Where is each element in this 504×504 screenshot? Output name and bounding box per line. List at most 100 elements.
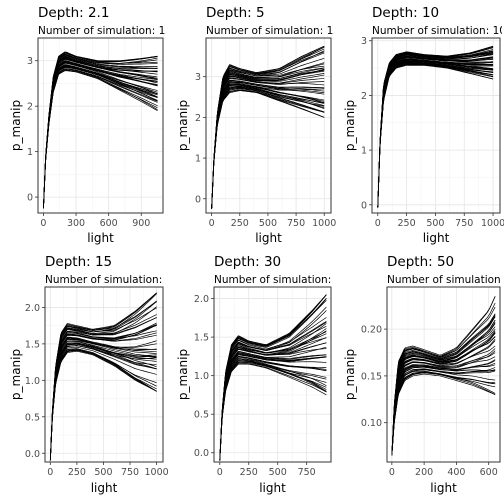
x-tick-label: 250	[231, 218, 249, 229]
x-tick-label: 1000	[145, 467, 169, 478]
simulation-line	[219, 294, 327, 461]
simulation-line	[43, 51, 158, 209]
chart-title: Depth: 10	[372, 5, 439, 21]
x-tick-label: 0	[375, 218, 381, 229]
x-tick-label: 400	[447, 467, 465, 478]
y-axis-title: p_manip	[9, 100, 23, 151]
y-tick-label: 1	[361, 146, 367, 157]
x-tick-label: 200	[415, 467, 433, 478]
y-tick-label: 1	[195, 154, 201, 165]
x-axis-title: light	[91, 481, 118, 495]
simulation-line	[211, 45, 325, 209]
x-tick-label: 250	[398, 218, 416, 229]
x-tick-label: 500	[259, 218, 277, 229]
y-tick-label: 1.0	[194, 371, 209, 382]
chart-subtitle: Number of simulation: 10	[206, 25, 340, 37]
series-lines	[377, 45, 494, 208]
y-tick-label: 0	[195, 194, 201, 205]
y-tick-label: 1.0	[25, 376, 40, 387]
chart-subtitle: Number of simulation: 10	[387, 274, 504, 286]
series-lines	[219, 294, 327, 461]
chart-panel: 0 250 500 750 1000 0 1 2 3 light p_manip Depth: 10 N…	[343, 5, 504, 245]
chart-panel: 0 250 500 750 0.0 0.5 1.0 1.5 2.0 light p_manip Dep…	[176, 254, 348, 495]
y-tick-label: 2	[27, 102, 33, 113]
y-axis-title: p_manip	[9, 349, 23, 400]
series-lines	[211, 45, 325, 209]
y-tick-label: 2.0	[25, 303, 40, 314]
x-tick-label: 750	[298, 467, 316, 478]
x-tick-label: 250	[240, 467, 258, 478]
y-tick-label: 0.0	[194, 448, 209, 459]
chart-subtitle: Number of simulation: 10	[372, 25, 504, 37]
y-tick-label: 1.5	[194, 333, 209, 344]
x-tick-label: 1000	[481, 218, 504, 229]
x-tick-label: 0	[47, 467, 53, 478]
y-tick-label: 0	[27, 193, 33, 204]
x-axis-title: light	[255, 231, 282, 245]
simulation-line	[377, 46, 494, 208]
panel-border	[213, 286, 332, 463]
panel-border	[371, 37, 501, 214]
chart-title: Depth: 50	[387, 254, 454, 270]
x-tick-label: 750	[287, 218, 305, 229]
y-axis-title: p_manip	[343, 349, 357, 400]
series-lines	[43, 51, 158, 209]
y-tick-label: 0	[361, 200, 367, 211]
x-tick-label: 0	[209, 218, 215, 229]
chart-title: Depth: 30	[214, 254, 281, 270]
panel-border	[205, 37, 332, 214]
y-tick-label: 3	[27, 56, 33, 67]
x-axis-title: light	[259, 481, 286, 495]
x-tick-label: 0	[40, 218, 46, 229]
y-tick-label: 0.5	[25, 412, 40, 423]
series-lines	[391, 296, 496, 456]
panel-background	[45, 287, 163, 462]
simulation-line	[391, 296, 496, 456]
y-tick-label: 3	[361, 36, 367, 47]
y-tick-label: 0.20	[361, 325, 382, 336]
x-tick-label: 750	[455, 218, 473, 229]
chart-title: Depth: 2.1	[38, 5, 109, 21]
y-tick-label: 0.15	[361, 371, 382, 382]
x-axis-title: light	[423, 231, 450, 245]
y-axis-title: p_manip	[176, 349, 190, 400]
x-tick-label: 300	[67, 218, 85, 229]
x-tick-label: 500	[269, 467, 287, 478]
y-tick-label: 2.0	[194, 294, 209, 305]
panel-border	[386, 286, 501, 463]
panel-background	[206, 38, 331, 213]
y-axis-title: p_manip	[343, 100, 357, 151]
chart-subtitle: Number of simulation: 10	[45, 274, 179, 286]
x-tick-label: 600	[480, 467, 498, 478]
chart-subtitle: Number of simulation: 10	[214, 274, 348, 286]
x-tick-label: 250	[68, 467, 86, 478]
x-tick-label: 900	[132, 218, 150, 229]
chart-panel: 0 300 600 900 0 1 2 3 light p_manip Depth: 2.1 Numb…	[9, 5, 172, 245]
x-tick-label: 500	[426, 218, 444, 229]
simulation-line	[49, 292, 157, 461]
x-axis-title: light	[430, 481, 457, 495]
y-tick-label: 2	[195, 113, 201, 124]
y-tick-label: 1	[27, 147, 33, 158]
series-lines	[49, 292, 157, 461]
x-tick-label: 1000	[312, 218, 336, 229]
panel-border	[44, 286, 164, 463]
y-tick-label: 3	[195, 72, 201, 83]
y-tick-label: 0.10	[361, 418, 382, 429]
y-tick-label: 0.5	[194, 410, 209, 421]
chart-panel: 0 250 500 750 1000 0 1 2 3 light p_manip Depth: 5 Nu…	[176, 5, 340, 245]
x-tick-label: 600	[100, 218, 118, 229]
y-tick-label: 1.5	[25, 339, 40, 350]
chart-panel: 0 200 400 600 0.10 0.15 0.20 light p_manip Depth:…	[343, 254, 504, 495]
x-tick-label: 0	[217, 467, 223, 478]
chart-panel: 0 250 500 750 1000 0.0 0.5 1.0 1.5 2.0 light p_mani…	[9, 254, 179, 495]
y-tick-label: 0.0	[25, 449, 40, 460]
y-tick-label: 2	[361, 91, 367, 102]
y-axis-title: p_manip	[176, 100, 190, 151]
x-tick-label: 750	[121, 467, 139, 478]
x-tick-label: 0	[389, 467, 395, 478]
chart-subtitle: Number of simulation: 10	[38, 25, 172, 37]
panel-border	[37, 37, 164, 214]
chart-title: Depth: 15	[45, 254, 112, 270]
